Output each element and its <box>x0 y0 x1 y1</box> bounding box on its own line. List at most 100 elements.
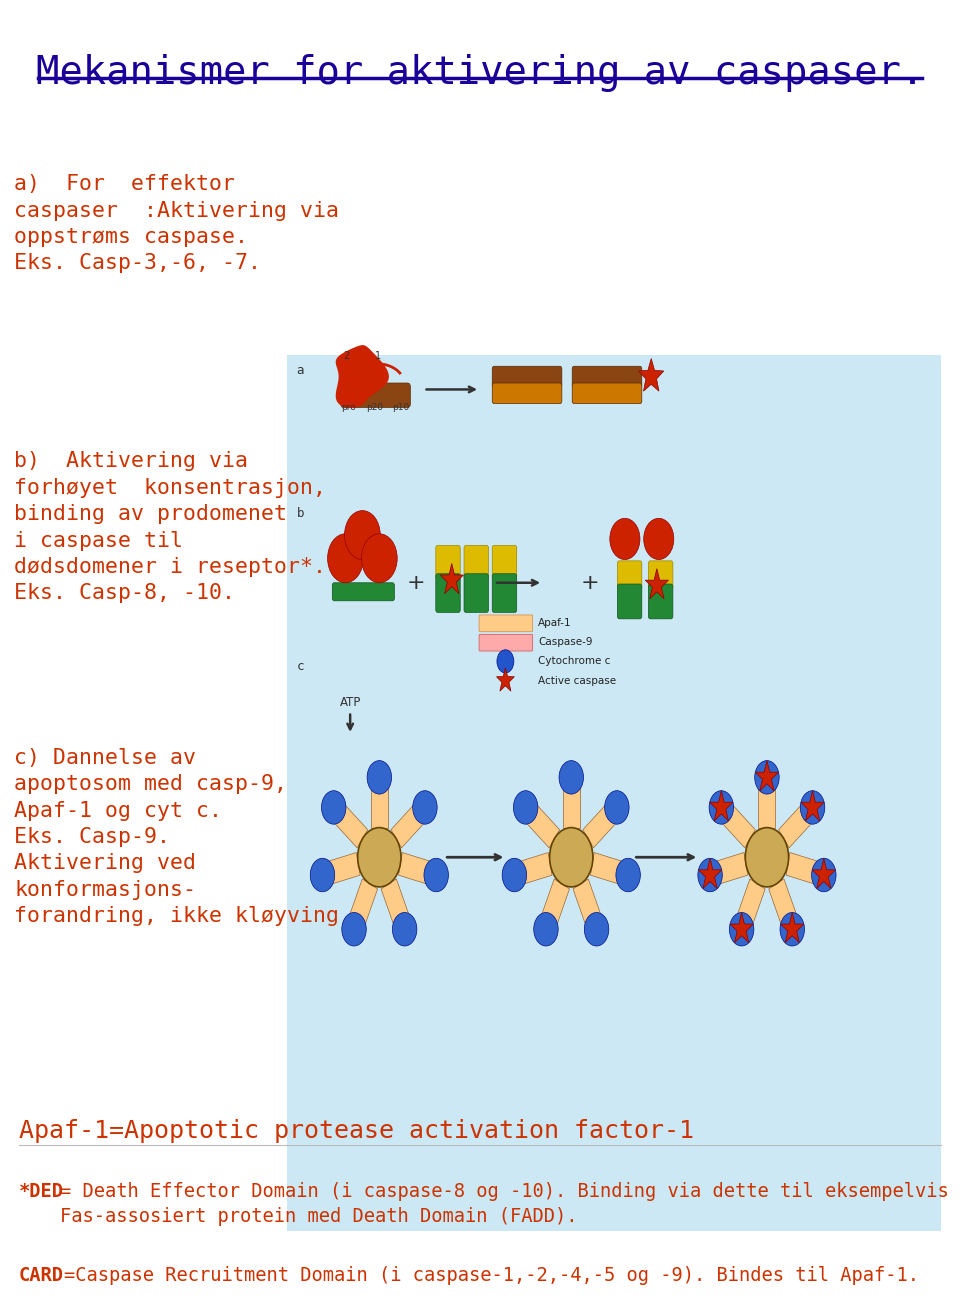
Text: Caspase-9: Caspase-9 <box>539 636 593 647</box>
Polygon shape <box>645 568 668 598</box>
Polygon shape <box>758 777 776 827</box>
Text: p20: p20 <box>366 404 383 412</box>
Text: ATP: ATP <box>340 697 361 710</box>
Polygon shape <box>328 798 368 848</box>
Text: c: c <box>297 660 304 673</box>
Circle shape <box>502 859 527 892</box>
FancyBboxPatch shape <box>492 546 516 579</box>
Circle shape <box>345 510 380 560</box>
Polygon shape <box>336 346 388 408</box>
Text: Apaf-1: Apaf-1 <box>539 618 572 627</box>
Text: b: b <box>297 506 304 519</box>
Polygon shape <box>583 798 622 848</box>
FancyBboxPatch shape <box>341 383 410 408</box>
Polygon shape <box>539 878 569 934</box>
Polygon shape <box>590 852 630 886</box>
FancyBboxPatch shape <box>479 615 533 631</box>
Polygon shape <box>730 913 754 943</box>
FancyBboxPatch shape <box>436 546 460 579</box>
Polygon shape <box>812 859 835 889</box>
Polygon shape <box>734 878 765 934</box>
FancyBboxPatch shape <box>648 562 673 589</box>
FancyBboxPatch shape <box>648 584 673 619</box>
Circle shape <box>730 913 754 945</box>
Text: Cytochrome c: Cytochrome c <box>539 656 611 667</box>
Text: Active caspase: Active caspase <box>539 676 616 685</box>
Text: a)  For  effektor
caspaser  :Aktivering via
oppstrøms caspase.
Eks. Casp-3,-6, -: a) For effektor caspaser :Aktivering via… <box>14 175 339 274</box>
Polygon shape <box>573 878 604 934</box>
Circle shape <box>709 790 733 825</box>
Text: a: a <box>297 364 304 376</box>
Circle shape <box>559 760 584 794</box>
Polygon shape <box>440 563 464 594</box>
Text: Mekanismer for aktivering av caspaser.: Mekanismer for aktivering av caspaser. <box>36 54 924 92</box>
Polygon shape <box>699 859 722 889</box>
Text: pro: pro <box>341 404 355 412</box>
Circle shape <box>327 534 363 583</box>
Circle shape <box>393 913 417 945</box>
FancyBboxPatch shape <box>464 573 489 613</box>
Text: = Death Effector Domain (i caspase-8 og -10). Binding via dette til eksempelvis
: = Death Effector Domain (i caspase-8 og … <box>60 1182 949 1226</box>
Circle shape <box>745 827 788 886</box>
Polygon shape <box>769 878 800 934</box>
FancyBboxPatch shape <box>436 573 460 613</box>
Circle shape <box>811 859 836 892</box>
Polygon shape <box>786 852 826 886</box>
Polygon shape <box>716 798 756 848</box>
Text: 2: 2 <box>344 351 349 360</box>
Polygon shape <box>756 760 779 790</box>
Circle shape <box>413 790 437 825</box>
FancyBboxPatch shape <box>492 367 562 387</box>
Text: =Caspase Recruitment Domain (i caspase-1,-2,-4,-5 og -9). Bindes til Apaf-1.: =Caspase Recruitment Domain (i caspase-1… <box>64 1266 919 1285</box>
FancyBboxPatch shape <box>572 383 642 404</box>
Circle shape <box>780 913 804 945</box>
Circle shape <box>358 827 401 886</box>
Circle shape <box>644 518 674 560</box>
Polygon shape <box>708 852 748 886</box>
Circle shape <box>497 650 514 673</box>
FancyBboxPatch shape <box>287 355 941 1231</box>
Polygon shape <box>371 777 388 827</box>
Circle shape <box>310 859 335 892</box>
FancyBboxPatch shape <box>617 562 642 589</box>
Circle shape <box>342 913 367 945</box>
Circle shape <box>534 913 558 945</box>
Circle shape <box>322 790 346 825</box>
Circle shape <box>514 790 538 825</box>
Polygon shape <box>398 852 438 886</box>
FancyBboxPatch shape <box>492 573 516 613</box>
Polygon shape <box>321 852 360 886</box>
Circle shape <box>424 859 448 892</box>
Polygon shape <box>381 878 412 934</box>
FancyBboxPatch shape <box>332 583 395 601</box>
Polygon shape <box>638 359 663 391</box>
Polygon shape <box>520 798 560 848</box>
Text: c) Dannelse av
apoptosom med casp-9,
Apaf-1 og cyt c.
Eks. Casp-9.
Aktivering ve: c) Dannelse av apoptosom med casp-9, Apa… <box>14 748 352 926</box>
FancyBboxPatch shape <box>464 546 489 579</box>
FancyBboxPatch shape <box>479 634 533 651</box>
Polygon shape <box>563 777 580 827</box>
Polygon shape <box>347 878 377 934</box>
FancyBboxPatch shape <box>492 383 562 404</box>
Polygon shape <box>513 852 552 886</box>
Circle shape <box>755 760 780 794</box>
Circle shape <box>585 913 609 945</box>
Text: +: + <box>407 573 425 593</box>
FancyBboxPatch shape <box>617 584 642 619</box>
Text: +: + <box>581 573 599 593</box>
Circle shape <box>616 859 640 892</box>
Circle shape <box>801 790 825 825</box>
Polygon shape <box>391 798 430 848</box>
Text: 1: 1 <box>375 351 381 360</box>
Polygon shape <box>496 668 515 692</box>
Polygon shape <box>779 798 818 848</box>
Polygon shape <box>780 913 804 943</box>
Text: Apaf-1=Apoptotic protease activation factor-1: Apaf-1=Apoptotic protease activation fac… <box>19 1119 694 1143</box>
Circle shape <box>362 534 397 583</box>
FancyBboxPatch shape <box>572 367 642 387</box>
Polygon shape <box>801 790 825 821</box>
Circle shape <box>605 790 629 825</box>
Text: b)  Aktivering via
forhøyet  konsentrasjon,
binding av prodomenet
i caspase til
: b) Aktivering via forhøyet konsentrasjon… <box>14 451 326 604</box>
Polygon shape <box>709 790 733 821</box>
Text: CARD: CARD <box>19 1266 64 1285</box>
